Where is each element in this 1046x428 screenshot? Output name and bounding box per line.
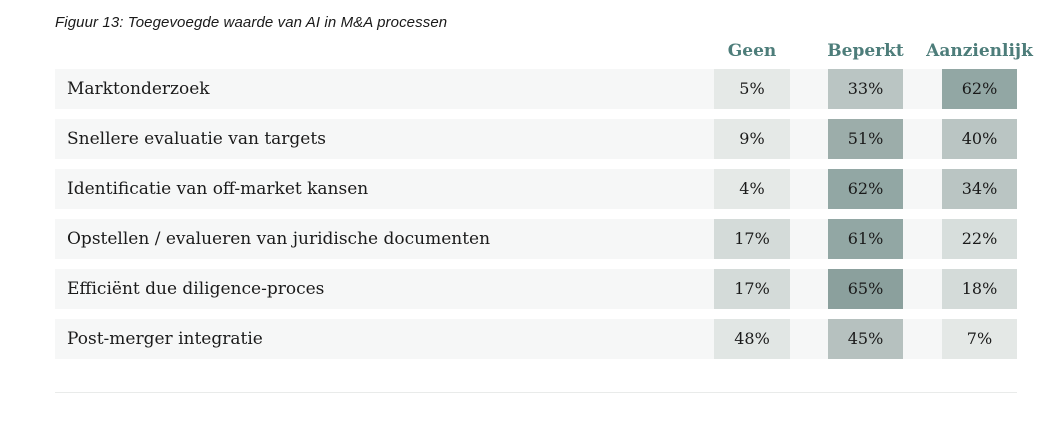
value-cell-geen: 17% xyxy=(714,269,790,309)
value-cell-aanzienlijk: 7% xyxy=(942,319,1017,359)
table-row: Opstellen / evalueren van juridische doc… xyxy=(55,219,1017,259)
column-header-geen: Geen xyxy=(727,40,777,61)
value-cell-geen: 9% xyxy=(714,119,790,159)
row-label: Marktonderzoek xyxy=(67,79,210,99)
value-cell-beperkt: 65% xyxy=(828,269,903,309)
row-label: Efficiënt due diligence-proces xyxy=(67,279,325,299)
value-cell-aanzienlijk: 40% xyxy=(942,119,1017,159)
value-cell-aanzienlijk: 34% xyxy=(942,169,1017,209)
value-cell-beperkt: 33% xyxy=(828,69,903,109)
table-row: Identificatie van off-market kansen 4% 6… xyxy=(55,169,1017,209)
table-row: Post-merger integratie 48% 45% 7% xyxy=(55,319,1017,359)
table-row: Marktonderzoek 5% 33% 62% xyxy=(55,69,1017,109)
value-cell-aanzienlijk: 22% xyxy=(942,219,1017,259)
value-cell-aanzienlijk: 18% xyxy=(942,269,1017,309)
bottom-divider xyxy=(55,392,1017,393)
table-row: Snellere evaluatie van targets 9% 51% 40… xyxy=(55,119,1017,159)
value-cell-geen: 48% xyxy=(714,319,790,359)
table-row: Efficiënt due diligence-proces 17% 65% 1… xyxy=(55,269,1017,309)
column-header-aanzienlijk: Aanzienlijk xyxy=(926,40,1033,61)
column-header-beperkt: Beperkt xyxy=(827,40,904,61)
row-label: Snellere evaluatie van targets xyxy=(67,129,326,149)
value-cell-beperkt: 62% xyxy=(828,169,903,209)
value-cell-geen: 4% xyxy=(714,169,790,209)
column-header-row: Geen Beperkt Aanzienlijk xyxy=(55,35,1033,61)
value-cell-geen: 5% xyxy=(714,69,790,109)
value-cell-geen: 17% xyxy=(714,219,790,259)
value-cell-beperkt: 51% xyxy=(828,119,903,159)
table-body: Marktonderzoek 5% 33% 62% Snellere evalu… xyxy=(0,69,1046,359)
value-cell-aanzienlijk: 62% xyxy=(942,69,1017,109)
value-cell-beperkt: 61% xyxy=(828,219,903,259)
value-cell-beperkt: 45% xyxy=(828,319,903,359)
row-label: Identificatie van off-market kansen xyxy=(67,179,369,199)
row-label: Post-merger integratie xyxy=(67,329,263,349)
row-label: Opstellen / evalueren van juridische doc… xyxy=(67,229,491,249)
figure-title: Figuur 13: Toegevoegde waarde van AI in … xyxy=(55,14,448,31)
